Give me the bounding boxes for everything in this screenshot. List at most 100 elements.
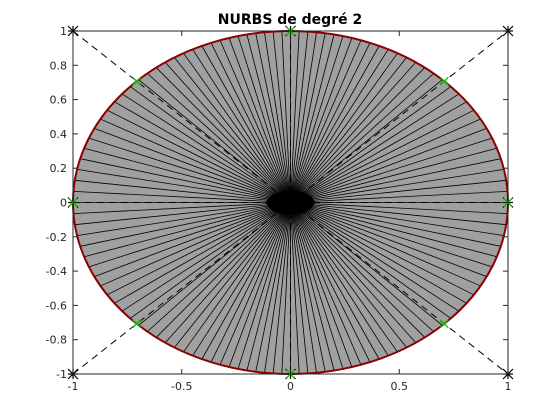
- radial-line: [201, 202, 291, 360]
- curve-point-stroke: [132, 319, 142, 329]
- radial-line: [290, 202, 507, 226]
- x-tick-label: -1: [68, 380, 79, 393]
- radial-line: [201, 45, 291, 203]
- curve-point-marker: [439, 319, 449, 329]
- radial-line: [290, 202, 362, 365]
- radial-line: [237, 202, 291, 370]
- radial-line: [290, 179, 507, 203]
- radial-line: [290, 202, 371, 363]
- y-tick-label: 0.2: [50, 162, 68, 175]
- radial-line: [77, 202, 291, 236]
- radial-line: [290, 202, 353, 368]
- y-tick-label: 0.4: [50, 128, 68, 141]
- radial-line: [73, 190, 291, 203]
- y-tick-label: 0.6: [50, 94, 68, 107]
- radial-line: [88, 202, 291, 268]
- radial-line: [290, 202, 398, 353]
- radial-line: [290, 202, 474, 296]
- radial-line: [290, 202, 317, 373]
- radial-line: [290, 137, 493, 203]
- radial-line: [290, 202, 344, 370]
- radial-line: [290, 190, 508, 203]
- radial-line: [290, 73, 434, 203]
- radial-line: [264, 32, 291, 203]
- radial-line: [100, 202, 291, 287]
- radial-line: [290, 202, 497, 258]
- radial-line: [290, 202, 451, 319]
- radial-line: [100, 118, 291, 203]
- radial-line: [192, 202, 291, 356]
- x-tick-label: 0.5: [391, 380, 409, 393]
- radial-line: [121, 202, 291, 312]
- radial-line: [290, 35, 344, 203]
- radial-line: [246, 202, 291, 371]
- radial-line: [114, 101, 291, 203]
- radial-line: [130, 202, 291, 319]
- radial-line: [77, 169, 291, 203]
- x-tick-label: 1: [505, 380, 512, 393]
- radial-line: [290, 33, 326, 203]
- radial-line: [130, 86, 291, 203]
- radial-line: [290, 202, 389, 356]
- curve-point-marker: [132, 319, 142, 329]
- radial-line: [210, 202, 291, 363]
- y-tick-label: -0.4: [46, 265, 67, 278]
- radial-line: [164, 62, 291, 203]
- radial-line: [210, 42, 291, 203]
- radial-line: [290, 49, 389, 203]
- radial-line: [255, 33, 291, 203]
- radial-line: [290, 202, 335, 371]
- radial-line: [255, 202, 291, 372]
- radial-line: [174, 202, 291, 348]
- radial-line: [290, 202, 508, 215]
- radial-line: [290, 202, 407, 348]
- radial-line: [80, 158, 291, 203]
- radial-line: [290, 32, 317, 203]
- radial-line: [290, 93, 460, 203]
- radial-line: [290, 202, 309, 374]
- radial-line: [290, 202, 481, 287]
- radial-line: [290, 202, 501, 247]
- radial-line: [290, 202, 417, 343]
- radial-line: [290, 37, 353, 203]
- radial-line: [290, 42, 371, 203]
- radial-line: [107, 109, 291, 203]
- chart-title: NURBS de degré 2: [218, 12, 362, 28]
- radial-line: [155, 202, 291, 338]
- curve-point-stroke: [439, 76, 449, 86]
- radial-line: [183, 202, 291, 353]
- radial-line: [290, 62, 417, 203]
- radial-line: [94, 128, 291, 203]
- radial-line: [290, 169, 504, 203]
- radial-line: [228, 202, 291, 368]
- radial-line: [290, 202, 443, 326]
- radial-line: [290, 202, 487, 277]
- y-tick-label: -1: [56, 368, 67, 381]
- y-tick-label: 0.8: [50, 59, 68, 72]
- y-tick-label: 1: [60, 25, 67, 38]
- radial-line: [84, 202, 291, 258]
- radial-line: [272, 202, 291, 374]
- radial-line: [73, 202, 291, 215]
- radial-line: [290, 128, 487, 203]
- axes: -1 -0.5 0 0.5 1 -1 -0.8 -0.6 -0.4 -0.2 0 0.2 0.4 0.6 0…: [46, 25, 512, 393]
- radial-line: [264, 202, 291, 373]
- radial-line: [290, 45, 380, 203]
- radial-line: [272, 31, 291, 203]
- radial-line: [290, 40, 362, 203]
- radial-line: [290, 202, 460, 312]
- radial-line: [74, 202, 291, 226]
- radial-line: [219, 202, 291, 365]
- radial-line: [290, 57, 407, 203]
- radial-line: [174, 57, 291, 203]
- radial-line: [84, 147, 291, 203]
- radial-line: [192, 49, 291, 203]
- radial-line: [290, 79, 443, 203]
- radial-line: [290, 202, 504, 236]
- radial-line: [290, 31, 309, 203]
- radial-line: [281, 31, 291, 203]
- x-tick-label: 0: [287, 380, 294, 393]
- radial-line: [219, 40, 291, 203]
- radial-line: [290, 86, 451, 203]
- radial-line: [290, 118, 481, 203]
